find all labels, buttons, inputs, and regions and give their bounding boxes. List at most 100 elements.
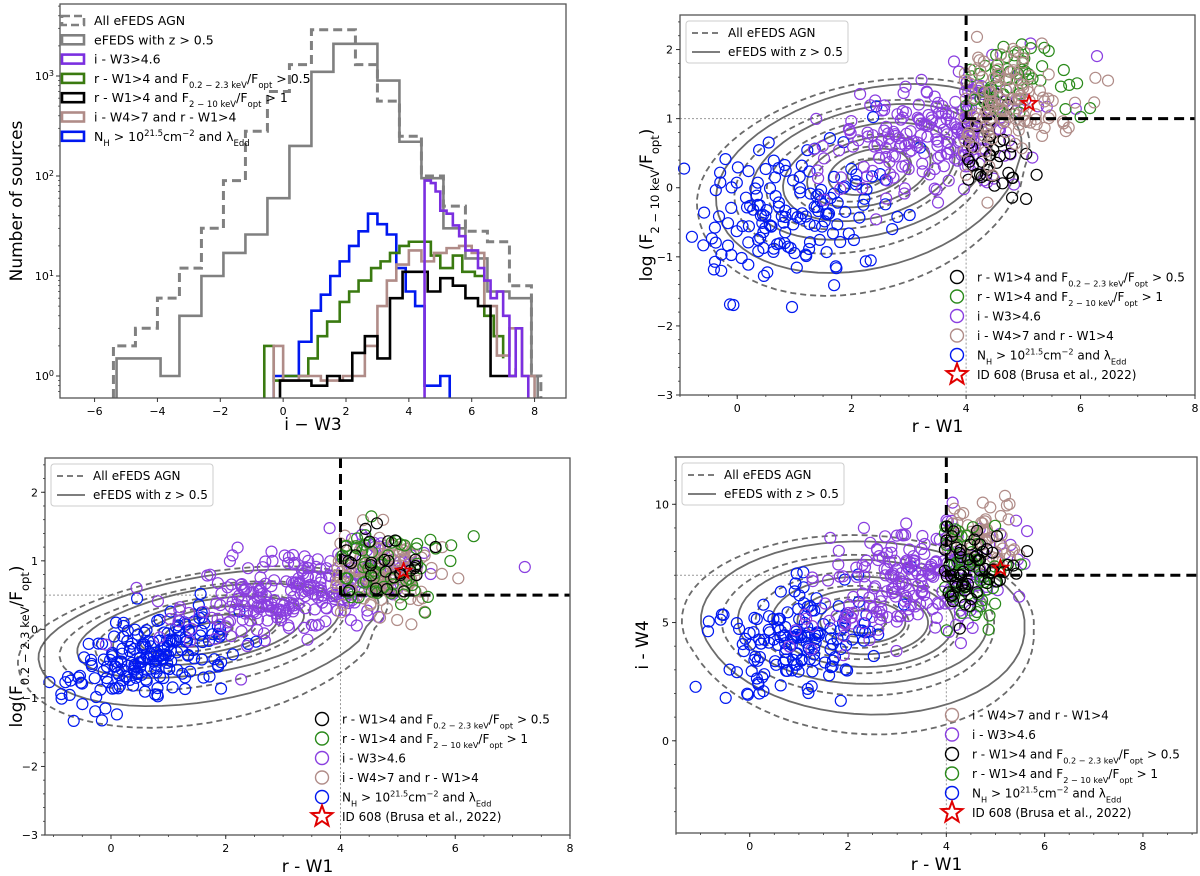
data-point bbox=[813, 233, 826, 246]
data-point bbox=[730, 666, 744, 679]
data-point bbox=[742, 236, 755, 249]
data-point bbox=[175, 643, 188, 656]
data-point bbox=[406, 578, 419, 592]
data-point bbox=[336, 598, 350, 612]
data-point bbox=[1089, 71, 1102, 84]
data-point bbox=[857, 617, 870, 630]
data-point bbox=[822, 669, 836, 682]
legend-label: i - W4>7 and r - W1>4 bbox=[977, 329, 1114, 343]
legend-label: NH > 1021.5cm−2 and λEdd bbox=[972, 785, 1121, 805]
data-point bbox=[976, 70, 989, 84]
data-point bbox=[364, 597, 377, 610]
id608-star-marker bbox=[1018, 92, 1040, 112]
data-point bbox=[958, 584, 971, 597]
data-point bbox=[771, 638, 785, 652]
data-point bbox=[75, 677, 89, 690]
data-point bbox=[815, 220, 829, 233]
data-point bbox=[963, 155, 976, 168]
legend-label: All eFEDS AGN bbox=[728, 26, 816, 40]
data-point bbox=[774, 679, 787, 692]
data-point bbox=[1008, 55, 1021, 68]
data-point bbox=[994, 48, 1008, 61]
data-point bbox=[996, 114, 1009, 127]
data-point bbox=[223, 555, 236, 568]
x-tick-label: 2 bbox=[343, 405, 350, 418]
data-point bbox=[213, 618, 226, 631]
legend-swatch bbox=[60, 130, 86, 143]
data-point bbox=[904, 125, 917, 138]
legend-label: r - W1>4 and F0.2 − 2.3 keV/Fopt > 0.5 bbox=[977, 271, 1185, 289]
data-point bbox=[295, 564, 309, 577]
data-point bbox=[957, 145, 971, 158]
data-point bbox=[1012, 124, 1025, 137]
data-point bbox=[278, 549, 291, 562]
data-point bbox=[908, 600, 922, 613]
data-point bbox=[226, 648, 239, 661]
points-nh-ledd bbox=[677, 100, 927, 314]
x-tick-label: 6 bbox=[468, 405, 475, 418]
data-point bbox=[989, 80, 1003, 93]
legend-circle-icon bbox=[314, 731, 330, 746]
contour-level bbox=[37, 568, 380, 708]
data-point bbox=[774, 585, 787, 598]
y-tick-label: −3 bbox=[22, 829, 38, 842]
data-point bbox=[931, 596, 944, 610]
data-point bbox=[107, 630, 121, 643]
contour-legend: All eFEDS AGN eFEDS with z > 0.5 bbox=[685, 20, 849, 64]
data-point bbox=[150, 666, 163, 679]
data-point bbox=[850, 570, 863, 584]
data-point bbox=[749, 182, 762, 195]
legend-label: ID 608 (Brusa et al., 2022) bbox=[342, 810, 501, 824]
data-point bbox=[88, 672, 101, 685]
data-point bbox=[889, 590, 902, 603]
data-point bbox=[866, 602, 880, 615]
legend-label: NH > 1021.5cm−2 and λEdd bbox=[342, 789, 491, 809]
data-point bbox=[847, 233, 861, 247]
data-point bbox=[759, 162, 772, 176]
legend-swatch bbox=[60, 111, 86, 123]
data-point bbox=[1068, 96, 1082, 109]
data-point bbox=[783, 640, 796, 653]
data-point bbox=[372, 542, 385, 556]
data-point bbox=[302, 554, 315, 568]
data-point bbox=[955, 606, 969, 620]
data-point bbox=[85, 657, 98, 671]
data-point bbox=[266, 554, 279, 568]
data-point bbox=[234, 578, 247, 591]
x-tick-label: 8 bbox=[1139, 840, 1146, 853]
data-point bbox=[890, 529, 904, 542]
data-point bbox=[194, 587, 207, 601]
data-point bbox=[970, 30, 984, 44]
data-point bbox=[857, 198, 870, 211]
y-tick-label: 100 bbox=[35, 369, 54, 384]
data-point bbox=[932, 96, 945, 110]
legend-label: All eFEDS AGN bbox=[94, 13, 185, 28]
data-point bbox=[76, 697, 89, 711]
data-point bbox=[818, 597, 832, 610]
y-tick-label: 0 bbox=[662, 735, 669, 748]
data-point bbox=[359, 556, 372, 569]
data-point bbox=[1035, 129, 1049, 142]
data-point bbox=[961, 153, 974, 166]
data-point bbox=[215, 587, 228, 600]
data-point bbox=[385, 587, 398, 600]
data-point bbox=[837, 629, 850, 643]
data-point bbox=[779, 204, 792, 217]
points-iw4 bbox=[957, 30, 1115, 209]
data-point bbox=[302, 581, 315, 595]
marker-legend: r - W1>4 and F0.2 − 2.3 keV/Fopt > 0.5r … bbox=[308, 711, 550, 828]
data-point bbox=[286, 605, 300, 618]
legend-box bbox=[50, 463, 214, 507]
contour-legend: All eFEDS AGN eFEDS with z > 0.5 bbox=[50, 463, 214, 507]
x-tick-label: −2 bbox=[212, 405, 228, 418]
data-point bbox=[357, 576, 370, 589]
data-point bbox=[998, 149, 1011, 162]
legend-label: NH > 1021.5cm−2 and λEdd bbox=[94, 129, 250, 149]
data-point bbox=[940, 147, 953, 160]
data-point bbox=[986, 551, 999, 564]
data-point bbox=[772, 200, 786, 213]
data-point bbox=[239, 607, 252, 620]
data-point bbox=[806, 574, 819, 588]
data-point bbox=[340, 544, 353, 557]
y-axis-label: log(F0.2 − 2.3 keV/Fopt) bbox=[7, 565, 32, 727]
